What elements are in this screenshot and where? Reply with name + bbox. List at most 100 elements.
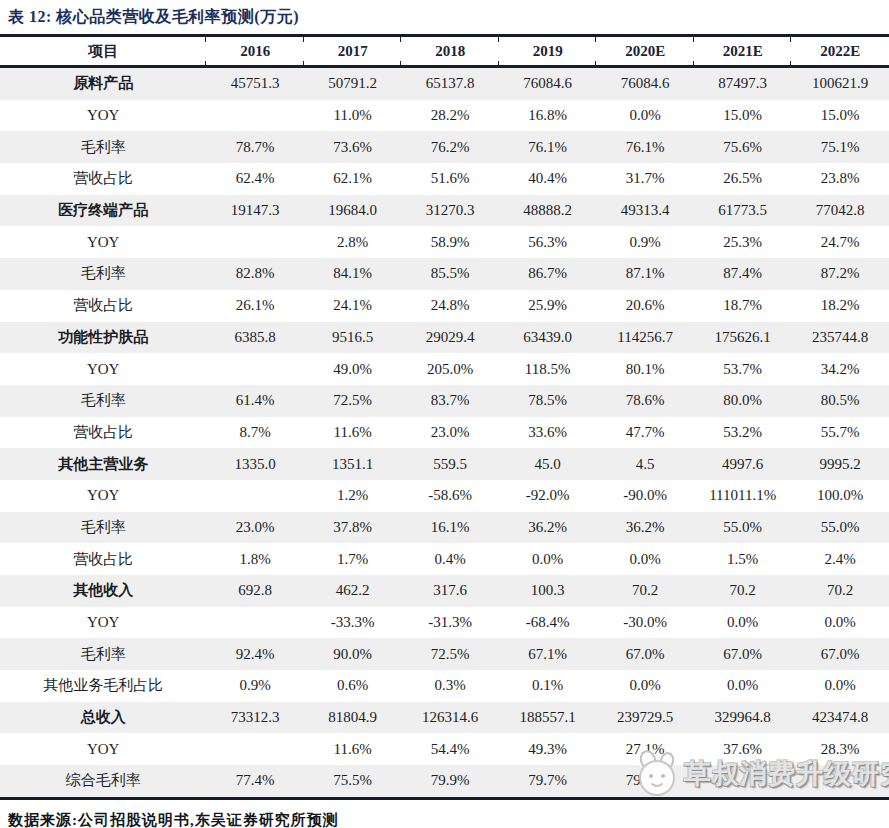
cell: 61.4% — [206, 385, 304, 417]
column-header-2022e: 2022E — [791, 36, 889, 67]
cell: 78.5% — [499, 385, 597, 417]
cell: 70.2 — [791, 575, 889, 607]
cell: 16.1% — [401, 512, 499, 544]
cell: 63439.0 — [499, 322, 597, 354]
row-label: YOY — [0, 226, 206, 258]
cell: 55.7% — [791, 417, 889, 449]
cell: 49.3% — [499, 733, 597, 765]
cell: 78.6% — [596, 385, 694, 417]
cell: 239729.5 — [596, 702, 694, 734]
cell: 25.3% — [694, 226, 792, 258]
cell: 76084.6 — [499, 67, 597, 100]
cell: 76.2% — [401, 131, 499, 163]
cell: 76.1% — [499, 131, 597, 163]
cell: 8.7% — [206, 417, 304, 449]
row-label: 毛利率 — [0, 385, 206, 417]
table-row: 营收占比62.4%62.1%51.6%40.4%31.7%26.5%23.8% — [0, 163, 889, 195]
row-label: 综合毛利率 — [0, 765, 206, 798]
cell: 11.6% — [304, 417, 402, 449]
table-row: YOY1.2%-58.6%-92.0%-90.0%111011.1%100.0% — [0, 480, 889, 512]
cell: 53.7% — [694, 353, 792, 385]
source-note: 数据来源:公司招股说明书,东吴证券研究所预测 — [0, 800, 889, 828]
column-header-2016: 2016 — [206, 36, 304, 67]
cell: 36.2% — [596, 512, 694, 544]
cell: 100.3 — [499, 575, 597, 607]
cell: 0.9% — [596, 226, 694, 258]
cell: 70.2 — [694, 575, 792, 607]
cell: 23.0% — [401, 417, 499, 449]
cell: 19684.0 — [304, 195, 402, 227]
cell: 1.2% — [304, 480, 402, 512]
cell: 45.0 — [499, 448, 597, 480]
cell: 317.6 — [401, 575, 499, 607]
cell: 0.0% — [791, 670, 889, 702]
column-header-2018: 2018 — [401, 36, 499, 67]
table-row: YOY11.6%54.4%49.3%27.1%37.6%28.3% — [0, 733, 889, 765]
cell: 49313.4 — [596, 195, 694, 227]
cell: 55.0% — [694, 512, 792, 544]
cell: 462.2 — [304, 575, 402, 607]
column-header-2020e: 2020E — [596, 36, 694, 67]
row-label: 毛利率 — [0, 131, 206, 163]
cell: 559.5 — [401, 448, 499, 480]
cell: 114256.7 — [596, 322, 694, 354]
cell: 15.0% — [694, 100, 792, 132]
cell: 18.7% — [694, 290, 792, 322]
table-row: 综合毛利率77.4%75.5%79.9%79.7%79.6% — [0, 765, 889, 798]
row-label: 其他业务毛利占比 — [0, 670, 206, 702]
row-label: 医疗终端产品 — [0, 195, 206, 227]
row-label: YOY — [0, 100, 206, 132]
cell: -68.4% — [499, 607, 597, 639]
cell: 36.2% — [499, 512, 597, 544]
cell: 56.3% — [499, 226, 597, 258]
cell: 51.6% — [401, 163, 499, 195]
cell: 4.5 — [596, 448, 694, 480]
table-row: 其他业务毛利占比0.9%0.6%0.3%0.1%0.0%0.0%0.0% — [0, 670, 889, 702]
cell: 24.7% — [791, 226, 889, 258]
table-row: 总收入73312.381804.9126314.6188557.1239729.… — [0, 702, 889, 734]
cell: 87.4% — [694, 258, 792, 290]
cell: 83.7% — [401, 385, 499, 417]
table-title: 表 12: 核心品类营收及毛利率预测(万元) — [0, 0, 889, 34]
cell: 61773.5 — [694, 195, 792, 227]
cell: 6385.8 — [206, 322, 304, 354]
cell: 84.1% — [304, 258, 402, 290]
row-label: 营收占比 — [0, 543, 206, 575]
cell: 19147.3 — [206, 195, 304, 227]
table-row: 医疗终端产品19147.319684.031270.348888.249313.… — [0, 195, 889, 227]
cell — [206, 353, 304, 385]
cell: 329964.8 — [694, 702, 792, 734]
cell: 11.6% — [304, 733, 402, 765]
cell: 235744.8 — [791, 322, 889, 354]
row-label: YOY — [0, 733, 206, 765]
cell: 0.0% — [694, 670, 792, 702]
cell: 26.5% — [694, 163, 792, 195]
cell: 37.8% — [304, 512, 402, 544]
cell: 87.2% — [791, 258, 889, 290]
row-label: YOY — [0, 480, 206, 512]
cell: 67.0% — [791, 638, 889, 670]
cell: 0.9% — [206, 670, 304, 702]
column-header-item: 项目 — [0, 36, 206, 67]
cell: 62.1% — [304, 163, 402, 195]
row-label: 原料产品 — [0, 67, 206, 100]
table-row: 功能性护肤品6385.89516.529029.463439.0114256.7… — [0, 322, 889, 354]
table-row: YOY-33.3%-31.3%-68.4%-30.0%0.0%0.0% — [0, 607, 889, 639]
cell: 29029.4 — [401, 322, 499, 354]
cell: 72.5% — [304, 385, 402, 417]
forecast-table: 项目 2016 2017 2018 2019 2020E 2021E 2022E… — [0, 34, 889, 800]
cell: 37.6% — [694, 733, 792, 765]
cell: 0.1% — [499, 670, 597, 702]
table-row: 毛利率92.4%90.0%72.5%67.1%67.0%67.0%67.0% — [0, 638, 889, 670]
cell: 80.5% — [791, 385, 889, 417]
cell: 0.4% — [401, 543, 499, 575]
cell: 20.6% — [596, 290, 694, 322]
cell: 0.0% — [596, 543, 694, 575]
cell: 50791.2 — [304, 67, 402, 100]
cell: 54.4% — [401, 733, 499, 765]
cell: 77042.8 — [791, 195, 889, 227]
cell: 0.3% — [401, 670, 499, 702]
row-label: 营收占比 — [0, 163, 206, 195]
table-row: 毛利率23.0%37.8%16.1%36.2%36.2%55.0%55.0% — [0, 512, 889, 544]
cell: 75.5% — [304, 765, 402, 798]
